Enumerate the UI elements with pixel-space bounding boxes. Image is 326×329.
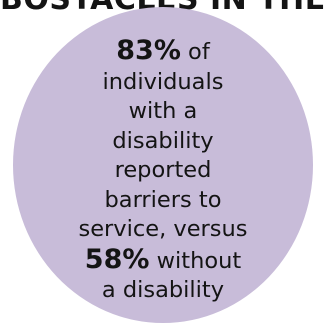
stat-line-9: a disability bbox=[101, 277, 225, 303]
stat-circle bbox=[13, 7, 313, 323]
stat-line-1: 83% of bbox=[13, 36, 313, 68]
stat-line-6: barriers to bbox=[104, 186, 222, 213]
stat-line-7: service, versus bbox=[78, 216, 248, 242]
stat-callout: 83% of individuals with a disability rep… bbox=[13, 36, 313, 306]
stat-line-3: with a bbox=[128, 98, 198, 124]
stat-line-8: 58% without bbox=[13, 243, 313, 277]
stat-of-label: of bbox=[188, 39, 210, 65]
percent-with-disability: 83% bbox=[116, 35, 181, 66]
stat-line-5: reported bbox=[114, 157, 212, 183]
percent-without-disability: 58% bbox=[84, 243, 150, 275]
stat-line-4: disability bbox=[112, 127, 214, 154]
stat-line-2: individuals bbox=[102, 68, 224, 95]
stat-without-label: without bbox=[156, 247, 242, 274]
